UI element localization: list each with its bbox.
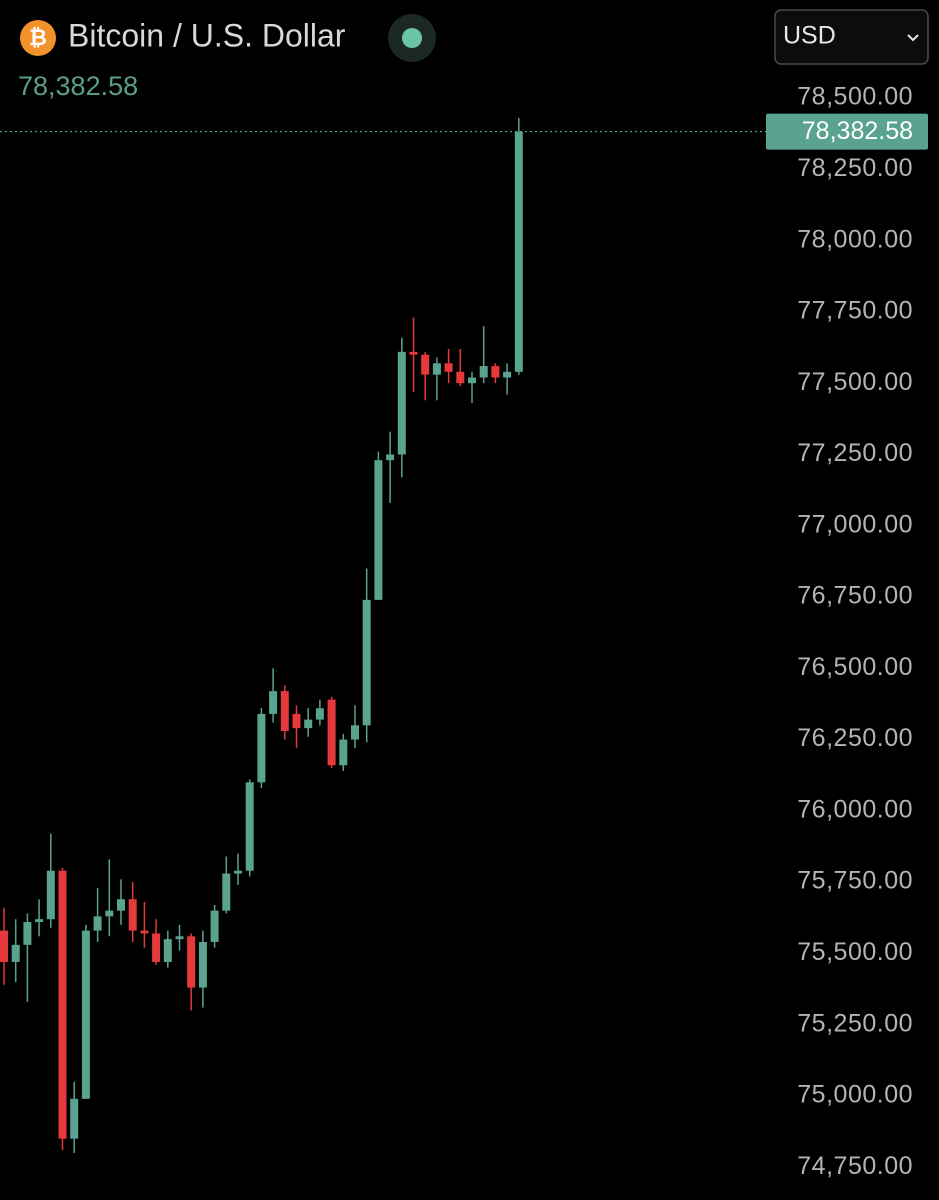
candle-body <box>421 354 430 375</box>
candle-body <box>128 899 137 931</box>
currency-select[interactable]: USD <box>774 9 929 65</box>
candle-body <box>35 919 44 923</box>
y-tick-label: 77,500.00 <box>797 368 913 396</box>
candle-body <box>70 1098 79 1139</box>
y-tick-label: 75,500.00 <box>797 938 913 966</box>
candle-body <box>456 371 465 384</box>
header: ₿ Bitcoin / U.S. Dollar 78,382.58 USD <box>18 9 929 101</box>
y-tick-label: 75,250.00 <box>797 1009 913 1037</box>
candle-body <box>327 699 336 766</box>
plot: 74,750.00 75,000.00 75,250.00 75,500.00 75,7… <box>0 83 928 1180</box>
chevron[interactable] <box>907 34 919 42</box>
candle-body <box>292 713 301 729</box>
y-tick-label: 78,500.00 <box>797 83 913 111</box>
candle-body <box>152 933 161 962</box>
candle-body <box>93 916 102 931</box>
candle-body <box>315 708 324 720</box>
last-price-tag <box>766 113 928 150</box>
candle-body <box>468 377 476 384</box>
candle-body <box>11 944 20 962</box>
candle-body <box>58 870 67 1139</box>
candle-body <box>491 366 500 378</box>
select-box[interactable] <box>774 9 929 65</box>
candle-body <box>362 599 371 726</box>
symbol-title: Bitcoin / U.S. Dollar <box>68 17 346 53</box>
candle-body <box>409 351 418 355</box>
candle-body <box>444 363 453 372</box>
y-tick-label: 75,000.00 <box>797 1081 913 1109</box>
candle-body <box>304 719 313 729</box>
candle-body <box>386 454 395 461</box>
candle-body <box>46 870 55 920</box>
candle-body <box>105 910 114 917</box>
candle-body <box>432 363 441 375</box>
y-tick-label: 77,750.00 <box>797 297 913 325</box>
y-tick-label: 76,750.00 <box>797 582 913 610</box>
candle-body <box>222 873 231 911</box>
candle-body <box>175 936 184 940</box>
candle-body <box>81 930 90 1099</box>
candle-body <box>479 366 488 378</box>
candle-body <box>245 782 254 871</box>
y-tick-label: 77,000.00 <box>797 510 913 538</box>
y-tick-label: 78,000.00 <box>797 225 913 253</box>
candle-body <box>23 922 32 945</box>
candle-body <box>514 131 523 372</box>
select-label[interactable]: USD <box>783 22 836 50</box>
candle-body <box>198 941 207 988</box>
y-tick-label: 75,750.00 <box>797 867 913 895</box>
candle-body <box>0 930 8 962</box>
y-tick-label: 76,000.00 <box>797 795 913 823</box>
candle-body <box>503 371 512 378</box>
candle-body <box>163 939 172 962</box>
bitcoin-icon <box>20 20 56 56</box>
status-dot <box>402 28 422 48</box>
y-tick-label: 77,250.00 <box>797 439 913 467</box>
candle-body <box>117 899 125 911</box>
header-price: 78,382.58 <box>18 71 138 101</box>
last-price-label: 78,382.58 <box>802 117 913 145</box>
candle-body <box>269 691 278 714</box>
candle-body <box>210 910 219 942</box>
candle-body <box>257 713 266 783</box>
candle-body <box>280 691 289 732</box>
candle-body <box>339 739 348 766</box>
candle-body <box>187 936 196 988</box>
candle-body <box>234 870 242 874</box>
y-tick-label: 74,750.00 <box>797 1152 913 1180</box>
y-tick-label: 78,250.00 <box>797 154 913 182</box>
candle-body <box>140 930 149 934</box>
candle-body <box>397 351 406 455</box>
bitcoin-symbol: ₿ <box>29 25 47 50</box>
candle-body <box>374 460 383 600</box>
y-tick-label: 76,500.00 <box>797 653 913 681</box>
y-tick-label: 76,250.00 <box>797 724 913 752</box>
candle-body <box>351 725 359 740</box>
